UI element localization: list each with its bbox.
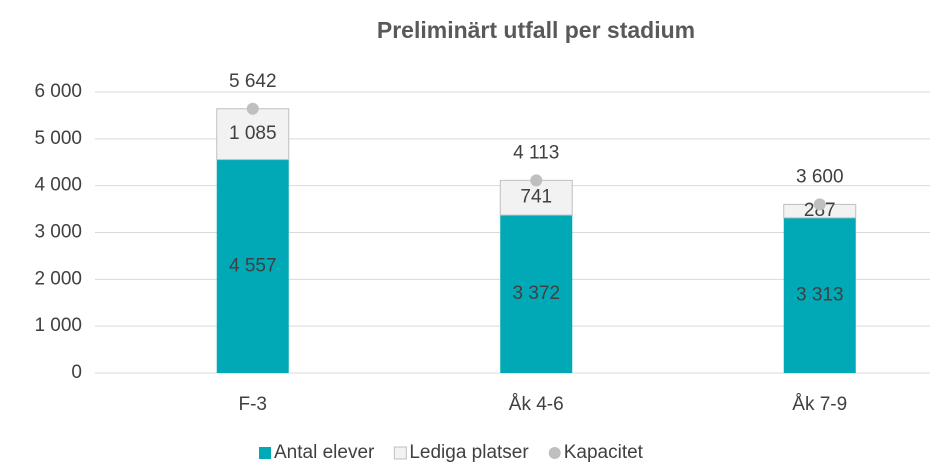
data-label: 1 085 xyxy=(229,123,277,144)
bar xyxy=(216,108,290,161)
data-label: 3 313 xyxy=(796,284,844,305)
x-tick-label: Åk 7-9 xyxy=(792,394,847,415)
point xyxy=(813,198,826,211)
bar xyxy=(500,215,573,373)
legend-marker xyxy=(393,446,407,460)
y-tick-label: 0 xyxy=(71,362,82,383)
data-label: 287 xyxy=(804,200,836,221)
legend-label: Lediga platser xyxy=(409,442,529,463)
data-label: 3 372 xyxy=(512,283,560,304)
y-tick-label: 6 000 xyxy=(34,81,82,102)
y-tick-label: 5 000 xyxy=(34,128,82,149)
data-label: 5 642 xyxy=(229,71,277,92)
x-tick-label: Åk 4-6 xyxy=(509,394,564,415)
bar xyxy=(216,159,289,373)
point xyxy=(246,102,259,115)
y-tick-label: 3 000 xyxy=(34,222,82,243)
bar xyxy=(783,217,856,373)
y-tick-label: 4 000 xyxy=(34,175,82,196)
legend-label: Kapacitet xyxy=(564,442,644,463)
y-tick-label: 2 000 xyxy=(34,268,82,289)
data-label: 3 600 xyxy=(796,166,844,187)
data-label: 741 xyxy=(520,187,552,208)
legend-label: Antal elever xyxy=(274,442,375,463)
x-tick-label: F-3 xyxy=(239,394,268,415)
data-label: 4 557 xyxy=(229,255,277,276)
legend-marker xyxy=(259,447,271,459)
legend-marker xyxy=(548,447,561,459)
chart-title: Preliminärt utfall per stadium xyxy=(377,17,695,43)
data-label: 4 113 xyxy=(513,142,559,163)
point xyxy=(530,174,543,187)
y-tick-label: 1 000 xyxy=(34,315,82,336)
